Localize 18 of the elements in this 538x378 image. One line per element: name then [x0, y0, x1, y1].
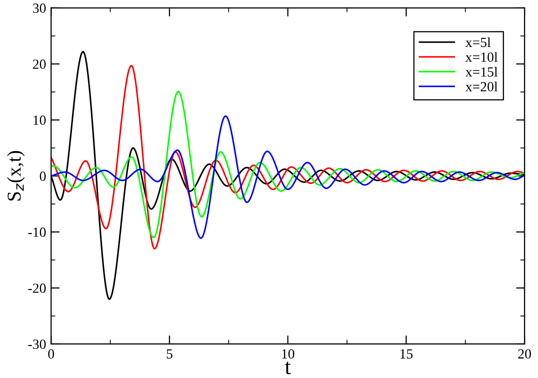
legend-label: x=10l [465, 52, 498, 62]
y-tick-label: 20 [32, 60, 46, 69]
x-tick-label: 5 [166, 349, 172, 359]
y-tick-label: -20 [28, 284, 46, 293]
legend-label: x=5l [465, 37, 491, 48]
y-axis-title: S$_{z}$(x,t) [7, 151, 25, 201]
y-tick-label: -10 [28, 228, 46, 237]
y-tick-label: 30 [33, 4, 46, 13]
legend-label: x=15l [465, 66, 498, 77]
x-tick-label: 15 [400, 349, 413, 359]
y-tick-label: 10 [34, 116, 46, 125]
legend-label: x=20l [465, 82, 498, 92]
x-tick-label: 20 [518, 349, 531, 359]
y-tick-label: -30 [28, 340, 46, 349]
x-tick-label: 10 [282, 349, 294, 359]
x-axis-title: t [284, 362, 291, 374]
y-tick-label: 0 [40, 172, 46, 181]
x-tick-label: 0 [48, 349, 54, 359]
